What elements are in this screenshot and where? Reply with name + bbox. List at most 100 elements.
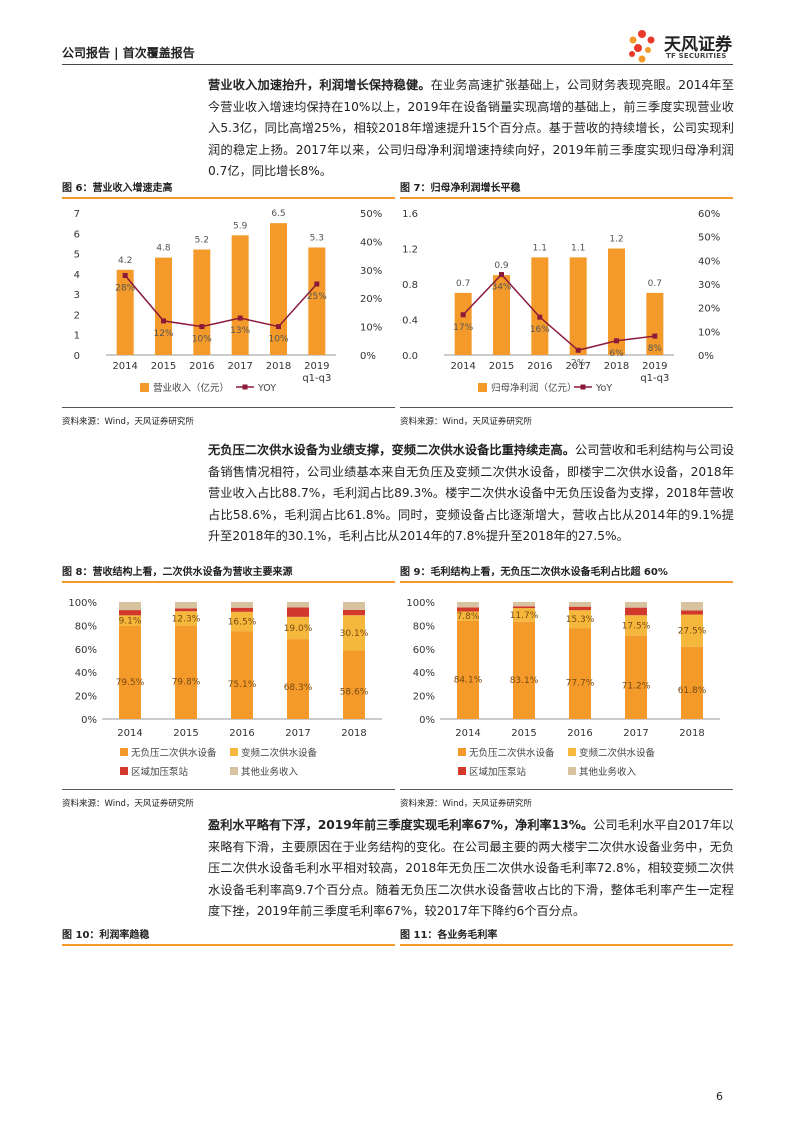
stack-segment (343, 615, 365, 651)
x-tick-label: 2017 (285, 728, 310, 739)
legend-swatch (458, 748, 466, 756)
fig8-chart: 0% 20% 40% 60% 80% 100% 79.5% 9.1% 2014 79.8% 12.3… (68, 598, 382, 778)
y2-tick-label: 50% (360, 209, 382, 220)
x-tick-label: 2015 (511, 728, 536, 739)
y-tick-label: 100% (68, 598, 97, 609)
bar-value-label: 5.2 (195, 236, 209, 246)
segment-value-label: 11.7% (510, 611, 539, 621)
segment-value-label: 12.3% (172, 614, 201, 624)
stack-segment (457, 611, 479, 621)
yoy-value-label: 10% (192, 335, 212, 345)
company-logo: 天风证券 TF SECURITIES (622, 26, 742, 66)
yoy-point (314, 281, 320, 287)
yoy-value-label: 28% (115, 283, 135, 293)
fig6-chart: 0 1 2 3 4 5 6 7 0% 10% 20% 30% 40% 50% 4.2 2014 4.8 2015 5… (74, 209, 383, 394)
stack-segment (513, 621, 535, 719)
bar (569, 257, 587, 355)
legend-swatch-line-point (580, 384, 586, 390)
y-tick-label: 20% (413, 692, 435, 703)
legend-swatch (120, 767, 128, 775)
stack-segment (513, 608, 535, 622)
yoy-point (199, 324, 205, 330)
x-tick-label: q1-q3 (302, 373, 331, 384)
x-tick-label: q1-q3 (640, 373, 669, 384)
yoy-point (652, 333, 658, 339)
stack-segment (287, 602, 309, 608)
x-tick-label: 2016 (189, 361, 214, 372)
report-header: 公司报告 | 首次覆盖报告 (62, 46, 195, 60)
stack-segment (457, 602, 479, 608)
y-tick-label: 0.4 (402, 316, 418, 327)
paragraph-margin: 盈利水平略有下浮，2019年前三季度实现毛利率67%，净利率13%。公司毛利水平… (208, 815, 734, 923)
legend-label: 变频二次供水设备 (241, 747, 318, 759)
y2-tick-label: 30% (698, 280, 720, 291)
x-tick-label: 2015 (151, 361, 176, 372)
x-tick-label: 2014 (112, 361, 137, 372)
legend-swatch-bar (478, 383, 487, 392)
yoy-line (462, 273, 655, 352)
fig11-title-text: 图 11：各业务毛利率 (400, 930, 498, 941)
x-tick-label: 2018 (679, 728, 704, 739)
stack-segment (569, 602, 591, 607)
page-number: 6 (716, 1090, 723, 1103)
y2-tick-label: 30% (360, 266, 382, 277)
paragraph-lead: 无负压二次供水设备为业绩支撑，变频二次供水设备比重持续走高。 (208, 443, 576, 457)
stack-segment (119, 625, 141, 719)
stack-segment (175, 625, 197, 719)
fig7-title: 图 7：归母净利润增长平稳 (400, 181, 733, 199)
x-tick-label: 2019 (304, 361, 329, 372)
yoy-point (237, 315, 243, 321)
x-tick-label: 2017 (623, 728, 648, 739)
bar-value-label: 5.3 (310, 233, 324, 243)
bar (308, 247, 326, 355)
y-tick-label: 80% (413, 621, 435, 632)
segment-value-label: 17.5% (622, 621, 651, 631)
stack-segment (119, 615, 141, 626)
yoy-point (161, 318, 166, 324)
bar (231, 235, 249, 355)
stack-segment (569, 610, 591, 629)
fig6-source-text: 资料来源：Wind，天风证券研究所 (62, 417, 194, 427)
stack-segment (119, 602, 141, 611)
bar-value-label: 0.7 (648, 279, 662, 289)
legend-swatch (120, 748, 128, 756)
segment-value-label: 84.1% (454, 676, 483, 686)
segment-value-label: 7.8% (457, 612, 480, 622)
y2-tick-label: 50% (698, 233, 720, 244)
yoy-value-label: 10% (268, 335, 288, 345)
y2-tick-label: 60% (698, 209, 720, 220)
stack-segment (343, 602, 365, 610)
paragraph-lead: 盈利水平略有下浮，2019年前三季度实现毛利率67%，净利率13%。 (208, 818, 594, 832)
stack-segment (625, 615, 647, 636)
bar (608, 248, 625, 355)
x-tick-label: 2015 (489, 361, 514, 372)
fig8-source: 资料来源：Wind，天风证券研究所 (62, 789, 395, 809)
logo-text-en: TF SECURITIES (666, 52, 727, 60)
legend-swatch-bar (140, 383, 149, 392)
y-tick-label: 0.8 (402, 280, 418, 291)
segment-value-label: 58.6% (340, 688, 369, 698)
x-tick-label: 2018 (341, 728, 366, 739)
fig6-title-text: 图 6：营业收入增速走高 (62, 183, 173, 194)
y-tick-label: 20% (75, 692, 97, 703)
y-tick-label: 2 (74, 310, 80, 321)
segment-value-label: 61.8% (678, 686, 707, 696)
yoy-point (122, 272, 128, 278)
stack-segment (287, 639, 309, 719)
stack-segment (569, 606, 591, 611)
fig6-source: 资料来源：Wind，天风证券研究所 (62, 407, 395, 427)
fig9-chart: 0% 20% 40% 60% 80% 100% 84.1% 7.8% 2014 83.1% 11.7… (406, 598, 720, 778)
legend-swatch (568, 767, 576, 775)
x-tick-label: 2017 (565, 361, 590, 372)
stack-segment (175, 611, 197, 626)
bar (454, 292, 472, 355)
fig6-title: 图 6：营业收入增速走高 (62, 181, 395, 199)
y-tick-label: 0 (74, 351, 80, 362)
fig7-source: 资料来源：Wind，天风证券研究所 (400, 407, 733, 427)
fig8-title: 图 8：营收结构上看，二次供水设备为营收主要来源 (62, 565, 395, 583)
y-tick-label: 80% (75, 621, 97, 632)
fig9-title-text: 图 9：毛利结构上看，无负压二次供水设备毛利占比超 60% (400, 567, 668, 578)
y-tick-label: 40% (413, 668, 435, 679)
legend-swatch (458, 767, 466, 775)
stack-segment (681, 646, 703, 719)
